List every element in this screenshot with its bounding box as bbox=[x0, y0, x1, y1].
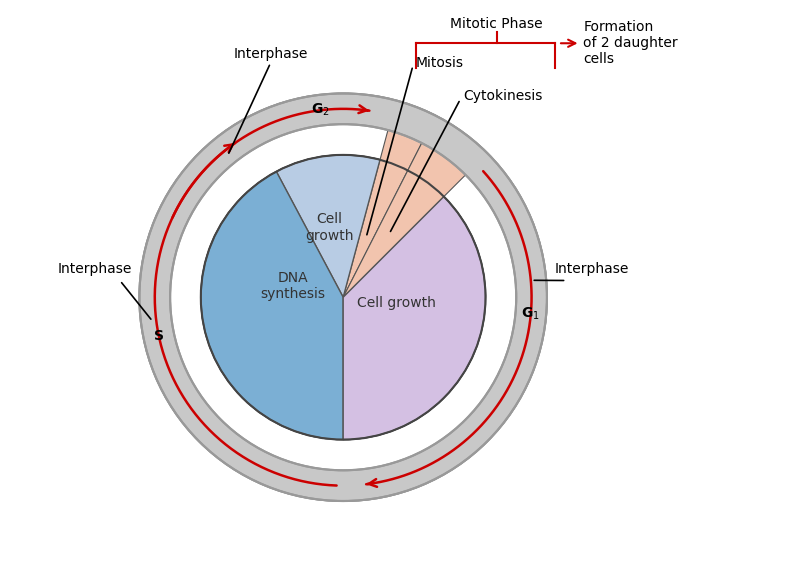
Text: Cell growth: Cell growth bbox=[357, 296, 436, 310]
Wedge shape bbox=[170, 124, 516, 470]
Text: Formation
of 2 daughter
cells: Formation of 2 daughter cells bbox=[583, 20, 678, 66]
Text: Interphase: Interphase bbox=[57, 263, 132, 277]
Wedge shape bbox=[343, 196, 485, 440]
Wedge shape bbox=[201, 172, 343, 440]
Wedge shape bbox=[276, 155, 380, 297]
Text: G$_1$: G$_1$ bbox=[521, 306, 540, 322]
Text: S: S bbox=[154, 329, 164, 343]
Text: DNA
synthesis: DNA synthesis bbox=[260, 271, 326, 301]
Wedge shape bbox=[343, 116, 488, 297]
Text: Mitotic Phase: Mitotic Phase bbox=[450, 17, 543, 31]
Wedge shape bbox=[276, 155, 380, 297]
Text: Interphase: Interphase bbox=[555, 263, 629, 277]
Text: Mitosis: Mitosis bbox=[416, 56, 464, 70]
Text: Cytokinesis: Cytokinesis bbox=[463, 89, 543, 103]
Circle shape bbox=[170, 124, 516, 470]
Text: Interphase: Interphase bbox=[234, 48, 308, 61]
Wedge shape bbox=[343, 100, 436, 297]
Wedge shape bbox=[465, 175, 516, 297]
Wedge shape bbox=[201, 172, 343, 440]
Wedge shape bbox=[140, 94, 547, 501]
Wedge shape bbox=[140, 94, 547, 501]
Text: G$_2$: G$_2$ bbox=[311, 102, 330, 118]
Wedge shape bbox=[343, 196, 485, 440]
Text: Cell
growth: Cell growth bbox=[305, 213, 354, 242]
